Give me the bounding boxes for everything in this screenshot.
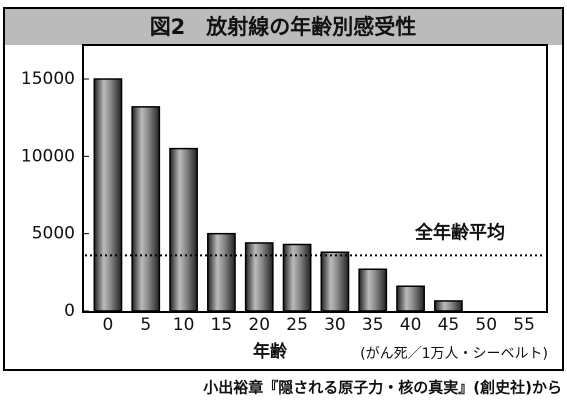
x-tick-label: 35 <box>362 315 384 335</box>
bar <box>93 78 123 312</box>
x-axis-label: 年齢 <box>253 341 288 362</box>
y-tick-label: 5000 <box>32 224 75 244</box>
x-tick-label: 25 <box>286 315 308 335</box>
x-tick-label: 10 <box>173 315 195 335</box>
source: 小出裕章『隠される原子力・核の真実』(創史社)から <box>203 379 562 397</box>
bar <box>320 251 350 312</box>
bar <box>244 242 274 312</box>
frame <box>3 7 564 371</box>
bar <box>434 300 463 312</box>
title-band <box>5 9 562 45</box>
unit-note: (がん死／1万人・シーベルト) <box>360 346 548 362</box>
y-tick-label: 15000 <box>21 69 75 89</box>
y-tick-label: 10000 <box>21 146 75 166</box>
plot-area <box>82 44 548 313</box>
x-tick-label: 20 <box>248 315 270 335</box>
chart-title: 図2 放射線の年齢別感受性 <box>150 15 417 39</box>
bar <box>207 232 236 312</box>
average-label: 全年齢平均 <box>414 221 505 243</box>
bar <box>396 285 425 312</box>
bar <box>169 147 198 312</box>
x-tick-label: 0 <box>103 315 114 335</box>
x-tick-label: 5 <box>140 315 151 335</box>
x-tick-label: 15 <box>211 315 233 335</box>
x-tick-label: 55 <box>513 315 535 335</box>
x-tick-label: 45 <box>438 315 460 335</box>
bar <box>358 268 388 312</box>
y-tick-label: 0 <box>64 301 75 321</box>
x-tick-label: 50 <box>475 315 497 335</box>
bar <box>131 106 161 312</box>
x-tick-label: 40 <box>400 315 422 335</box>
x-tick-label: 30 <box>324 315 346 335</box>
